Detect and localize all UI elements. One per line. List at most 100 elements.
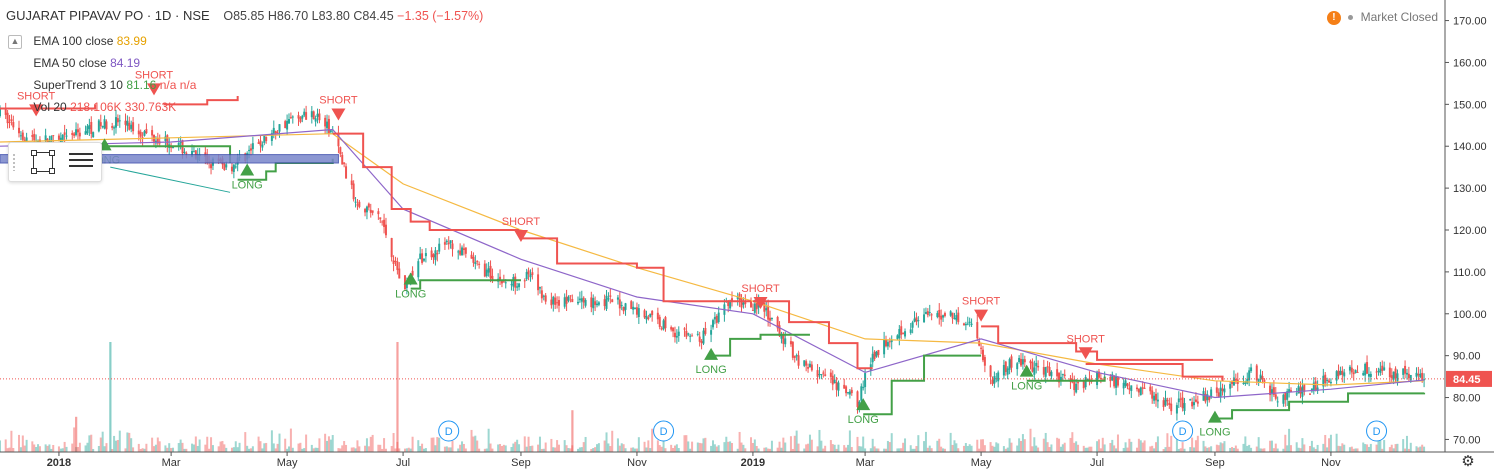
candle-body bbox=[71, 132, 74, 136]
volume-bar bbox=[557, 444, 560, 452]
candle-body bbox=[1417, 373, 1420, 376]
supertrend-up-segment bbox=[711, 333, 810, 357]
candle-body bbox=[930, 314, 933, 316]
short-signal-arrow bbox=[331, 108, 346, 121]
volume-bar bbox=[808, 434, 811, 452]
candle-body bbox=[605, 295, 608, 309]
candle-body bbox=[597, 302, 600, 305]
volume-bar bbox=[356, 440, 359, 452]
candle-body bbox=[997, 372, 1000, 382]
volume-bar bbox=[862, 436, 865, 452]
volume-bar bbox=[957, 448, 960, 452]
volume-bar bbox=[885, 448, 888, 452]
candle-body bbox=[731, 298, 734, 302]
volume-bar bbox=[596, 444, 599, 452]
volume-bar bbox=[902, 442, 905, 452]
volume-bar bbox=[888, 442, 891, 452]
candle-body bbox=[499, 276, 502, 281]
volume-bar bbox=[1113, 445, 1116, 452]
legend-row-ema50[interactable]: EMA 50 close 84.19 bbox=[8, 52, 196, 74]
candle-body bbox=[1208, 397, 1211, 401]
candle-body bbox=[337, 132, 340, 147]
legend-row-supertrend[interactable]: SuperTrend 3 10 81.16 n/a n/a bbox=[8, 74, 196, 96]
candle-body bbox=[1375, 371, 1378, 373]
legend-row-volume[interactable]: Vol 20 218.106K 330.763K bbox=[8, 96, 196, 118]
volume-bar bbox=[904, 438, 907, 452]
volume-bar bbox=[476, 440, 479, 452]
volume-bar bbox=[265, 442, 268, 452]
candle-body bbox=[831, 375, 834, 385]
candle-body bbox=[780, 334, 783, 339]
volume-bar bbox=[1232, 447, 1235, 452]
volume-bar bbox=[111, 448, 114, 452]
volume-bar bbox=[1217, 445, 1220, 452]
candle-body bbox=[1141, 387, 1144, 389]
volume-bar bbox=[1314, 448, 1317, 452]
candle-body bbox=[19, 135, 22, 137]
market-status[interactable]: ! Market Closed bbox=[1326, 10, 1438, 25]
volume-bar bbox=[540, 448, 543, 452]
volume-bar bbox=[964, 443, 967, 452]
candle-body bbox=[114, 117, 117, 128]
volume-bar bbox=[1058, 438, 1061, 452]
candle-body bbox=[1312, 382, 1315, 392]
volume-bar bbox=[911, 448, 914, 452]
candle-body bbox=[430, 250, 433, 258]
volume-bar bbox=[913, 448, 916, 452]
volume-bar bbox=[544, 442, 547, 452]
volume-bar bbox=[10, 430, 13, 452]
volume-bar bbox=[1257, 437, 1260, 452]
candle-body bbox=[1179, 398, 1182, 400]
exclamation-icon[interactable]: ! bbox=[1326, 10, 1341, 25]
candle-body bbox=[390, 238, 393, 258]
volume-bar bbox=[73, 427, 76, 452]
volume-bar bbox=[742, 444, 745, 452]
volume-bar bbox=[635, 448, 638, 452]
volume-bar bbox=[105, 443, 108, 452]
candle-body bbox=[383, 219, 386, 227]
chevron-up-icon[interactable]: ▲ bbox=[8, 34, 22, 49]
volume-bar bbox=[1210, 446, 1213, 452]
low-value: L83.80 bbox=[311, 9, 350, 23]
candle-body bbox=[1101, 378, 1104, 380]
candle-body bbox=[1008, 359, 1011, 370]
volume-bar bbox=[1367, 446, 1370, 452]
symbol-title[interactable]: GUJARAT PIPAVAV PO · 1D · NSE bbox=[6, 8, 210, 23]
volume-bar bbox=[221, 440, 224, 452]
volume-bar bbox=[843, 445, 846, 452]
volume-bar bbox=[630, 447, 633, 452]
candle-body bbox=[1339, 371, 1342, 375]
volume-bar bbox=[103, 446, 106, 452]
candle-body bbox=[673, 332, 676, 338]
candle-body bbox=[1006, 368, 1009, 375]
gear-icon[interactable]: ⚙ bbox=[1461, 453, 1475, 470]
volume-bar bbox=[717, 445, 720, 452]
candle-body bbox=[97, 120, 100, 132]
volume-bar bbox=[723, 442, 726, 452]
candle-body bbox=[1124, 380, 1127, 386]
volume-bar bbox=[1096, 441, 1099, 452]
rectangle-icon[interactable] bbox=[31, 150, 55, 174]
lines-icon[interactable] bbox=[69, 153, 93, 171]
volume-bar bbox=[995, 442, 998, 452]
volume-bar bbox=[1023, 439, 1026, 452]
volume-bar bbox=[594, 447, 597, 452]
candle-body bbox=[1010, 356, 1013, 368]
candle-body bbox=[25, 137, 28, 142]
volume-bar bbox=[1409, 442, 1412, 452]
volume-bar bbox=[341, 445, 344, 452]
candle-body bbox=[789, 341, 792, 345]
volume-bar bbox=[305, 434, 308, 452]
candle-body bbox=[751, 309, 754, 311]
volume-bar bbox=[797, 443, 800, 452]
volume-bar bbox=[1137, 438, 1140, 452]
legend-row-ema100[interactable]: ▲ EMA 100 close 83.99 bbox=[8, 30, 196, 52]
candle-body bbox=[232, 164, 235, 172]
volume-bar bbox=[917, 435, 920, 452]
volume-bar bbox=[249, 448, 252, 452]
candle-body bbox=[877, 350, 880, 355]
candle-body bbox=[1362, 372, 1365, 376]
supertrend-down-segment bbox=[1085, 363, 1224, 381]
drag-handle[interactable] bbox=[12, 153, 16, 171]
